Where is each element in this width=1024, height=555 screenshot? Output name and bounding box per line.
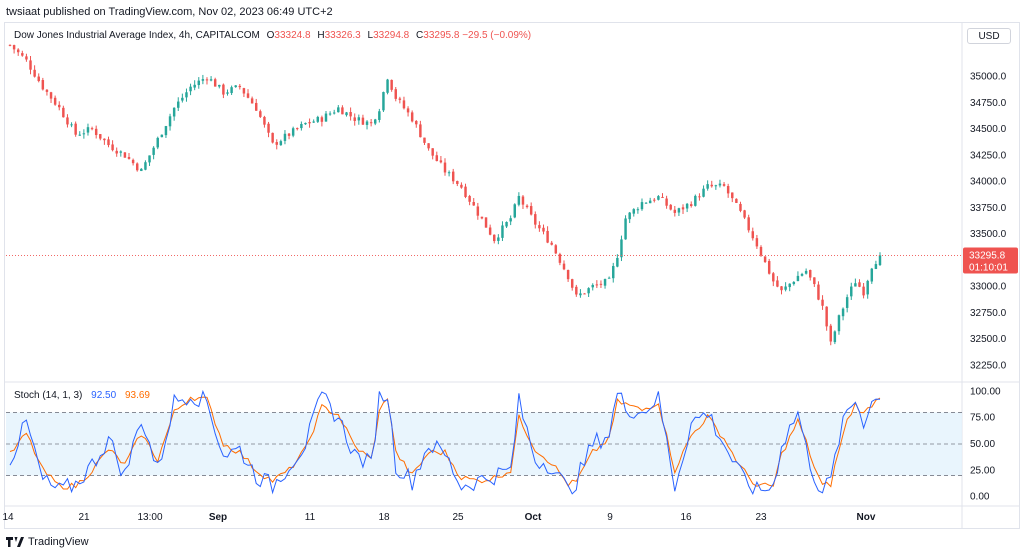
footer-brand: TradingView <box>28 536 89 548</box>
close-value: 33295.8 <box>423 30 460 41</box>
stoch-k-value: 92.50 <box>91 390 117 401</box>
open-label: O <box>266 30 275 41</box>
publish-text: twsiaat published on TradingView.com, No… <box>6 6 333 18</box>
tradingview-logo-icon <box>6 537 24 547</box>
low-label: L <box>367 30 374 41</box>
publish-info: twsiaat published on TradingView.com, No… <box>6 6 333 18</box>
high-label: H <box>317 30 325 41</box>
chart-frame <box>4 22 1020 529</box>
low-value: 33294.8 <box>373 30 410 41</box>
open-value: 33324.8 <box>274 30 311 41</box>
change-value: −29.5 (−0.09%) <box>462 30 532 41</box>
stoch-name: Stoch (14, 1, 3) <box>14 390 83 401</box>
footer: TradingView <box>6 536 89 548</box>
close-label: C <box>416 30 424 41</box>
high-value: 33326.3 <box>324 30 361 41</box>
stoch-legend: Stoch (14, 1, 3) 92.50 93.69 <box>14 390 150 401</box>
stoch-d-value: 93.69 <box>124 390 150 401</box>
currency-button[interactable]: USD <box>967 28 1011 44</box>
symbol-legend: Dow Jones Industrial Average Index, 4h, … <box>14 30 531 41</box>
symbol-title: Dow Jones Industrial Average Index, 4h, … <box>14 30 260 41</box>
